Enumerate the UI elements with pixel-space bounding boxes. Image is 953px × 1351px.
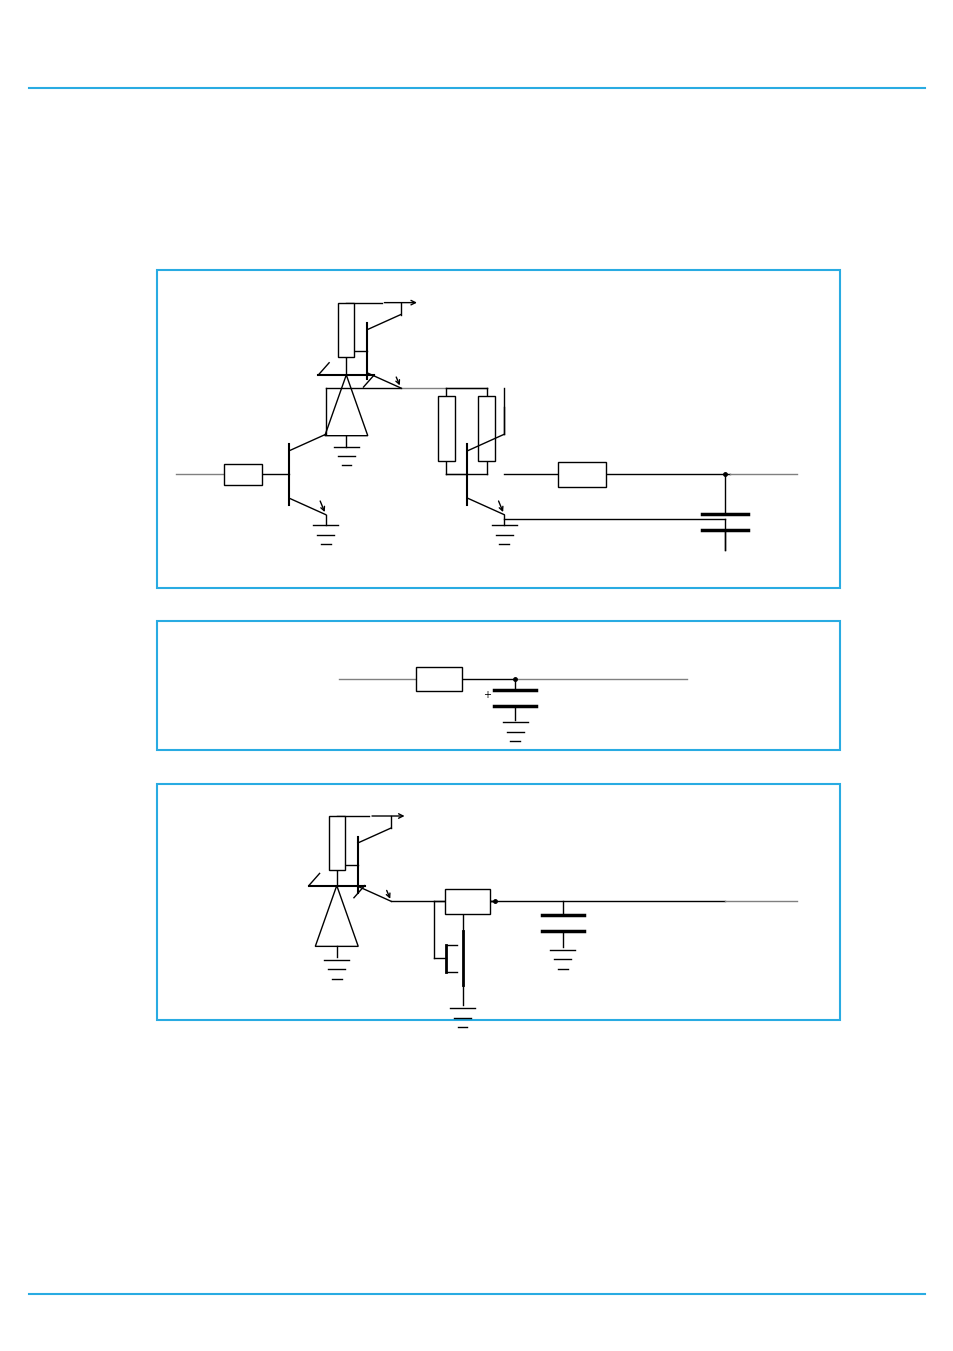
Bar xyxy=(416,667,461,692)
Bar xyxy=(478,396,495,461)
Bar xyxy=(558,462,605,486)
Bar xyxy=(157,784,839,1020)
Bar xyxy=(224,463,262,485)
Bar xyxy=(337,303,354,357)
Bar xyxy=(157,270,839,588)
Bar xyxy=(444,889,490,913)
Bar xyxy=(328,816,345,870)
Bar xyxy=(437,396,454,461)
Bar xyxy=(157,621,839,750)
Text: +: + xyxy=(482,690,490,700)
